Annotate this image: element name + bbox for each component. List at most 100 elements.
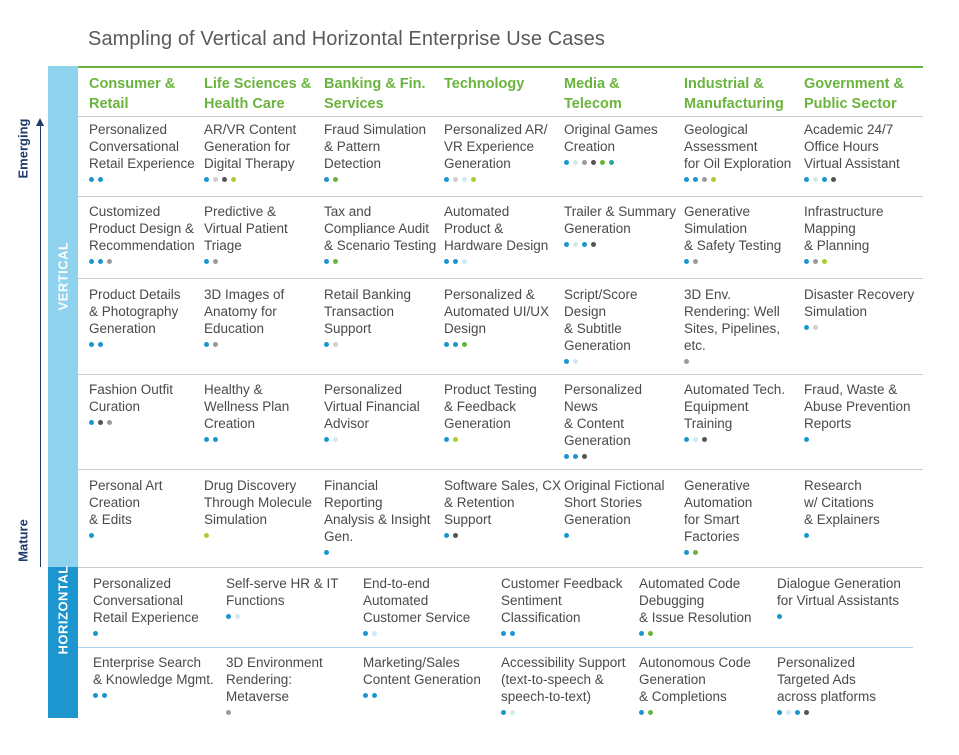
dot-icon: [98, 420, 103, 425]
maturity-dots: [324, 177, 426, 183]
dot-icon: [226, 614, 231, 619]
axis-label-mature: Mature: [15, 519, 31, 562]
dot-icon: [204, 437, 209, 442]
use-case-label: Self-serve HR & IT Functions: [226, 576, 339, 608]
dot-icon: [444, 437, 449, 442]
dot-icon: [324, 259, 329, 264]
dot-icon: [702, 437, 707, 442]
vertical-band-label: VERTICAL: [55, 241, 71, 311]
dot-icon: [98, 342, 103, 347]
dot-icon: [501, 631, 506, 636]
use-case-label: Personalized News & Content Generation: [564, 382, 643, 448]
horizontal-band-label: HORIZONTAL: [55, 565, 71, 655]
dot-icon: [333, 342, 338, 347]
use-case-label: Generative Automation for Smart Factorie…: [684, 478, 753, 544]
use-case-label: Personalized Conversational Retail Exper…: [89, 122, 195, 171]
vertical-band: VERTICAL: [48, 66, 78, 567]
use-case-cell: Autonomous Code Generation & Completions: [639, 654, 751, 716]
dot-icon: [777, 710, 782, 715]
dot-icon: [693, 437, 698, 442]
use-case-cell: Fraud, Waste & Abuse Prevention Reports: [804, 381, 911, 443]
maturity-dots: [204, 177, 296, 183]
dot-icon: [213, 342, 218, 347]
maturity-dots: [639, 631, 752, 637]
dot-icon: [324, 550, 329, 555]
maturity-dots: [324, 550, 431, 556]
use-case-cell: End-to-end Automated Customer Service: [363, 575, 470, 637]
use-case-cell: Tax and Compliance Audit & Scenario Test…: [324, 203, 436, 265]
dot-icon: [231, 177, 236, 182]
dot-icon: [453, 259, 458, 264]
maturity-dots: [564, 160, 658, 166]
dot-icon: [204, 177, 209, 182]
use-case-label: Software Sales, CX & Retention Support: [444, 478, 562, 527]
use-case-label: Academic 24/7 Office Hours Virtual Assis…: [804, 122, 900, 171]
use-case-cell: Personalized Conversational Retail Exper…: [89, 121, 195, 183]
use-case-cell: Financial Reporting Analysis & Insight G…: [324, 477, 431, 556]
dot-icon: [600, 160, 605, 165]
use-case-cell: Accessibility Support (text-to-speech & …: [501, 654, 626, 716]
dot-icon: [462, 177, 467, 182]
maturity-dots: [564, 242, 676, 248]
dot-icon: [609, 160, 614, 165]
maturity-dots: [684, 259, 781, 265]
dot-icon: [564, 160, 569, 165]
use-case-label: Drug Discovery Through Molecule Simulati…: [204, 478, 313, 527]
use-case-label: Fraud, Waste & Abuse Prevention Reports: [804, 382, 911, 431]
dot-icon: [564, 359, 569, 364]
use-case-cell: Personalized News & Content Generation: [564, 381, 642, 460]
use-case-label: Infrastructure Mapping & Planning: [804, 204, 884, 253]
maturity-dots: [93, 631, 199, 637]
dot-icon: [804, 437, 809, 442]
use-case-label: Automated Code Debugging & Issue Resolut…: [639, 576, 752, 625]
horizontal-band: HORIZONTAL: [48, 565, 78, 718]
dot-icon: [89, 420, 94, 425]
column-header: Media & Telecom: [564, 76, 622, 112]
dot-icon: [684, 359, 689, 364]
dot-icon: [226, 710, 231, 715]
use-case-cell: Personalized Targeted Ads across platfor…: [777, 654, 876, 716]
use-case-label: Generative Simulation & Safety Testing: [684, 204, 782, 253]
use-case-cell: Fashion Outfit Curation: [89, 381, 173, 426]
dot-icon: [639, 710, 644, 715]
dot-icon: [89, 342, 94, 347]
use-case-cell: Original Fictional Short Stories Generat…: [564, 477, 665, 539]
dot-icon: [222, 177, 227, 182]
column-header: Government & Public Sector: [804, 76, 904, 112]
maturity-dots: [89, 259, 195, 265]
use-case-label: Personal Art Creation & Edits: [89, 478, 163, 527]
dot-icon: [693, 259, 698, 264]
dot-icon: [804, 710, 809, 715]
use-case-label: Predictive & Virtual Patient Triage: [204, 204, 288, 253]
use-case-label: Tax and Compliance Audit & Scenario Test…: [324, 204, 437, 253]
dot-icon: [573, 160, 578, 165]
header-bottom-rule: [78, 116, 923, 117]
dot-icon: [582, 160, 587, 165]
use-case-cell: Infrastructure Mapping & Planning: [804, 203, 884, 265]
dot-icon: [471, 177, 476, 182]
use-case-cell: Healthy & Wellness Plan Creation: [204, 381, 289, 443]
dot-icon: [822, 259, 827, 264]
maturity-dots: [564, 359, 638, 365]
dot-icon: [591, 160, 596, 165]
use-case-label: End-to-end Automated Customer Service: [363, 576, 471, 625]
maturity-dots: [804, 177, 900, 183]
maturity-dots: [444, 437, 537, 443]
use-case-cell: Drug Discovery Through Molecule Simulati…: [204, 477, 312, 539]
use-case-label: Financial Reporting Analysis & Insight G…: [324, 478, 431, 544]
use-case-label: AR/VR Content Generation for Digital The…: [204, 122, 297, 171]
maturity-dots: [93, 693, 214, 699]
use-case-cell: Personalized Conversational Retail Exper…: [93, 575, 199, 637]
use-case-cell: Predictive & Virtual Patient Triage: [204, 203, 288, 265]
use-case-cell: Automated Product & Hardware Design: [444, 203, 548, 265]
dot-icon: [453, 533, 458, 538]
use-case-label: Retail Banking Transaction Support: [324, 287, 412, 336]
use-case-cell: Generative Simulation & Safety Testing: [684, 203, 781, 265]
use-case-cell: Product Testing & Feedback Generation: [444, 381, 537, 443]
use-case-label: Research w/ Citations & Explainers: [804, 478, 880, 527]
dot-icon: [648, 710, 653, 715]
dot-icon: [333, 259, 338, 264]
use-case-label: Enterprise Search & Knowledge Mgmt.: [93, 655, 214, 687]
maturity-dots: [684, 550, 752, 556]
dot-icon: [89, 533, 94, 538]
